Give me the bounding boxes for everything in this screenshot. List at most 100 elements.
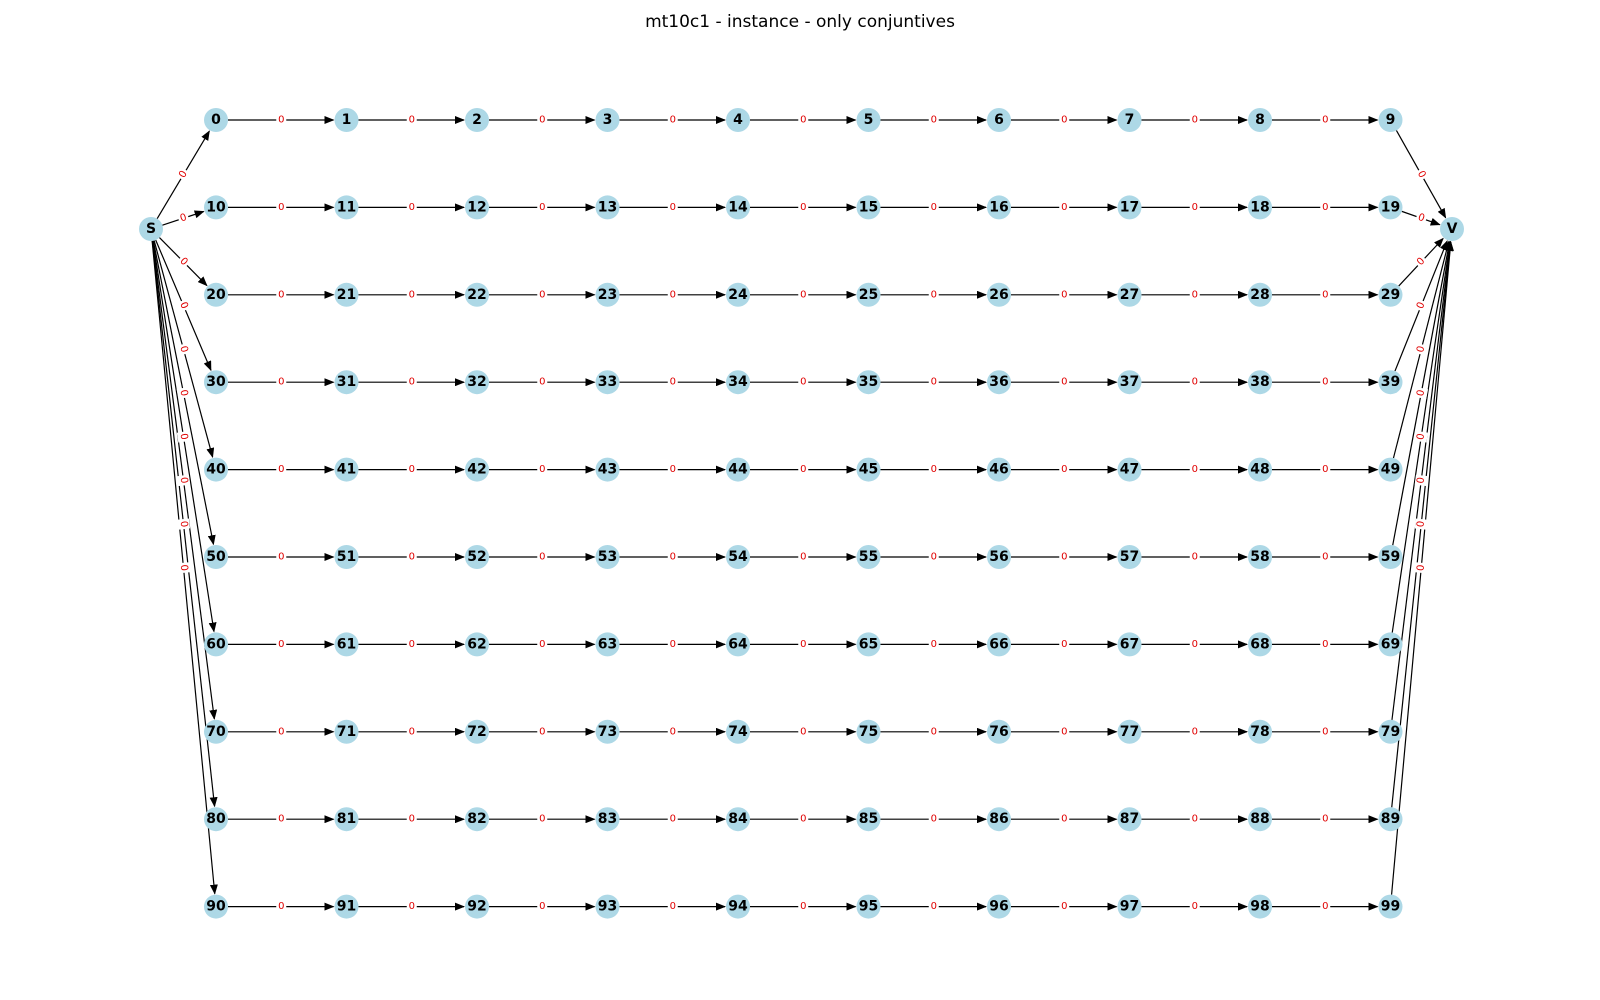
svg-text:80: 80 xyxy=(206,811,226,827)
svg-text:0: 0 xyxy=(1415,564,1427,571)
svg-text:34: 34 xyxy=(728,374,748,390)
svg-text:0: 0 xyxy=(1061,464,1067,475)
svg-text:0: 0 xyxy=(1061,901,1067,912)
edge-54-55-label: 0 xyxy=(798,551,809,563)
svg-text:30: 30 xyxy=(206,374,226,390)
edge-22-23-label: 0 xyxy=(537,288,548,301)
svg-text:0: 0 xyxy=(670,726,676,737)
svg-text:0: 0 xyxy=(931,377,937,388)
edge-82-83-label: 0 xyxy=(537,813,548,826)
svg-text:0: 0 xyxy=(1322,464,1328,475)
svg-text:58: 58 xyxy=(1250,549,1269,565)
node-69: 69 xyxy=(1378,632,1403,657)
edge-21-22-label: 0 xyxy=(406,288,417,301)
edge-79-v-label: 0 xyxy=(1414,474,1428,487)
edge-29-v-label: 0 xyxy=(1413,254,1430,270)
edge-34-35-label: 0 xyxy=(798,376,809,389)
svg-text:67: 67 xyxy=(1120,636,1139,652)
svg-text:0: 0 xyxy=(800,901,806,912)
svg-text:0: 0 xyxy=(1415,345,1427,354)
svg-text:38: 38 xyxy=(1250,374,1269,390)
svg-text:0: 0 xyxy=(409,552,415,563)
svg-text:0: 0 xyxy=(539,464,545,475)
node-19: 19 xyxy=(1378,195,1403,220)
edges-layer xyxy=(151,116,1454,911)
node-47: 47 xyxy=(1117,457,1142,482)
svg-text:13: 13 xyxy=(598,199,617,215)
svg-text:78: 78 xyxy=(1250,724,1269,740)
svg-text:0: 0 xyxy=(177,389,189,397)
node-64: 64 xyxy=(726,632,750,657)
edge-s-30-label: 0 xyxy=(176,298,191,313)
node-41: 41 xyxy=(334,457,359,482)
svg-text:49: 49 xyxy=(1381,462,1400,478)
edge-81-82-label: 0 xyxy=(406,813,417,826)
svg-text:60: 60 xyxy=(206,636,226,652)
svg-text:83: 83 xyxy=(598,811,617,827)
edge-s-70-label: 0 xyxy=(176,474,191,487)
node-27: 27 xyxy=(1117,282,1142,307)
svg-text:0: 0 xyxy=(1192,289,1198,300)
svg-text:0: 0 xyxy=(1415,301,1428,311)
svg-text:0: 0 xyxy=(1322,552,1328,563)
node-14: 14 xyxy=(726,195,750,220)
svg-text:0: 0 xyxy=(1322,115,1328,126)
svg-text:53: 53 xyxy=(598,549,617,565)
edge-50-51-label: 0 xyxy=(276,551,287,563)
svg-text:40: 40 xyxy=(206,462,226,478)
svg-text:0: 0 xyxy=(539,726,545,737)
svg-text:0: 0 xyxy=(278,202,284,213)
svg-text:85: 85 xyxy=(859,811,878,827)
svg-text:39: 39 xyxy=(1381,374,1400,390)
edge-72-73-label: 0 xyxy=(537,725,548,738)
svg-text:37: 37 xyxy=(1120,374,1139,390)
edge-52-53-label: 0 xyxy=(537,551,548,563)
svg-text:98: 98 xyxy=(1250,899,1269,915)
node-38: 38 xyxy=(1248,370,1272,395)
node-5: 5 xyxy=(856,108,881,132)
svg-text:0: 0 xyxy=(409,901,415,912)
svg-text:95: 95 xyxy=(859,899,878,915)
svg-text:64: 64 xyxy=(728,636,748,652)
svg-text:0: 0 xyxy=(539,639,545,650)
svg-text:0: 0 xyxy=(211,112,221,128)
svg-text:81: 81 xyxy=(337,811,356,827)
edge-19-v-label: 0 xyxy=(1414,210,1428,226)
svg-text:52: 52 xyxy=(467,549,486,565)
svg-text:56: 56 xyxy=(989,549,1008,565)
node-71: 71 xyxy=(334,719,359,744)
svg-text:0: 0 xyxy=(278,726,284,737)
edge-labels-layer: 0 0 0 0 0 0 0 0 0 0 0 0 0 0 0 0 0 0 0 0 0 0 0 0 0 0 0 0 0 0 0 0 0 0 0 0 0 0 0 0… xyxy=(175,114,1430,913)
svg-text:0: 0 xyxy=(409,202,415,213)
svg-text:54: 54 xyxy=(728,549,748,565)
svg-text:6: 6 xyxy=(994,112,1004,128)
diagram-title: mt10c1 - instance - only conjuntives xyxy=(645,12,955,32)
svg-text:97: 97 xyxy=(1120,899,1139,915)
svg-text:0: 0 xyxy=(278,115,284,126)
edge-58-59-label: 0 xyxy=(1320,551,1331,563)
node-66: 66 xyxy=(987,632,1011,657)
svg-text:0: 0 xyxy=(1322,726,1328,737)
edge-s-20-label: 0 xyxy=(175,254,192,270)
node-95: 95 xyxy=(856,894,881,919)
edge-25-26-label: 0 xyxy=(928,288,939,301)
svg-text:0: 0 xyxy=(1415,520,1427,527)
svg-text:0: 0 xyxy=(1061,202,1067,213)
svg-text:17: 17 xyxy=(1120,199,1139,215)
svg-text:0: 0 xyxy=(177,169,190,180)
svg-text:21: 21 xyxy=(337,287,356,303)
edge-28-29-label: 0 xyxy=(1320,288,1331,301)
svg-text:0: 0 xyxy=(1061,552,1067,563)
edge-70-71-label: 0 xyxy=(276,725,287,738)
edge-42-43-label: 0 xyxy=(537,463,548,476)
svg-text:72: 72 xyxy=(467,724,486,740)
svg-text:96: 96 xyxy=(989,899,1008,915)
svg-text:71: 71 xyxy=(337,724,356,740)
svg-text:0: 0 xyxy=(179,212,189,224)
edge-20-21-label: 0 xyxy=(276,288,287,301)
edge-6-7-label: 0 xyxy=(1059,114,1070,126)
edge-75-76-label: 0 xyxy=(928,725,939,738)
node-92: 92 xyxy=(465,894,489,919)
svg-text:18: 18 xyxy=(1250,199,1269,215)
svg-text:61: 61 xyxy=(337,636,356,652)
